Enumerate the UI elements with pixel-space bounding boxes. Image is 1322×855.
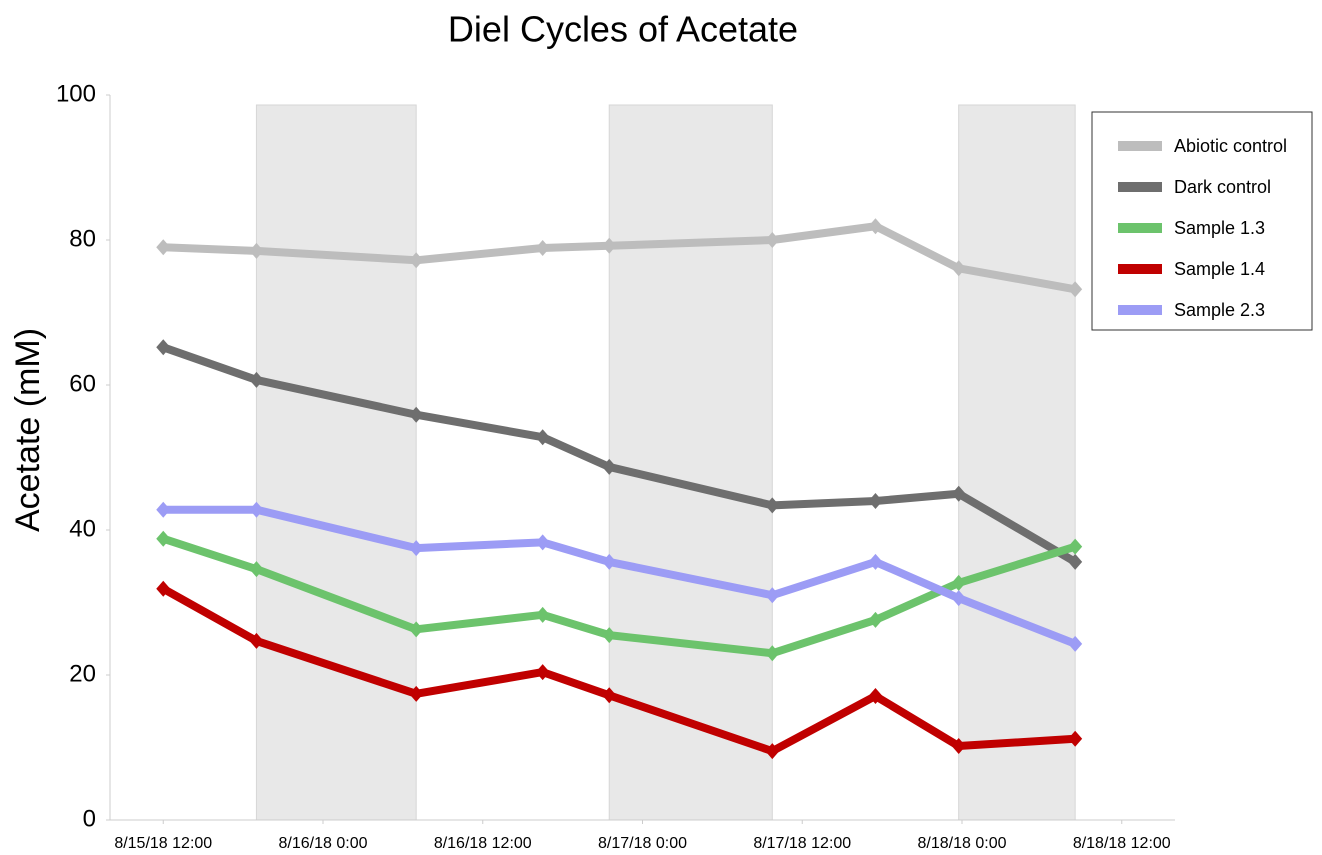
data-point — [868, 493, 883, 509]
data-point — [535, 606, 550, 623]
data-point — [409, 685, 424, 702]
data-point — [1068, 635, 1083, 652]
data-point — [868, 688, 883, 705]
data-point — [409, 540, 424, 557]
data-point — [1068, 553, 1083, 570]
x-tick-label: 8/16/18 12:00 — [434, 835, 532, 852]
data-point — [409, 406, 424, 423]
data-point — [156, 339, 171, 356]
data-point — [1068, 730, 1083, 747]
data-point — [765, 587, 780, 604]
data-point — [156, 530, 171, 547]
y-tick-label: 100 — [56, 80, 96, 107]
data-point — [765, 232, 780, 248]
data-point — [602, 627, 617, 644]
y-tick-label: 80 — [69, 225, 96, 252]
legend-label: Dark control — [1174, 177, 1271, 197]
x-tick-label: 8/18/18 0:00 — [918, 835, 1007, 852]
data-point — [409, 252, 424, 269]
x-tick-label: 8/18/18 12:00 — [1073, 835, 1171, 852]
legend: Abiotic control Dark control Sample 1.3 Sam… — [1091, 111, 1313, 331]
data-point — [951, 738, 966, 755]
data-point — [868, 611, 883, 628]
data-point — [602, 237, 617, 254]
night-band — [608, 104, 773, 821]
y-tick-label: 40 — [69, 515, 96, 542]
y-tick-label: 20 — [69, 660, 96, 687]
data-point — [156, 239, 171, 256]
x-tick-label: 8/17/18 12:00 — [753, 835, 851, 852]
data-point — [951, 590, 966, 607]
data-point — [535, 664, 550, 681]
x-tick-label: 8/17/18 0:00 — [598, 835, 687, 852]
data-point — [602, 687, 617, 704]
data-point — [951, 574, 966, 591]
data-point — [765, 497, 780, 514]
legend-label: Sample 2.3 — [1174, 300, 1265, 320]
data-point — [602, 458, 617, 475]
data-point — [249, 501, 264, 518]
data-point — [249, 561, 264, 578]
y-tick-label: 60 — [69, 370, 96, 397]
data-point — [868, 218, 883, 235]
data-point — [602, 553, 617, 570]
data-point — [156, 580, 171, 597]
data-point — [156, 501, 171, 518]
data-point — [249, 632, 264, 649]
data-point — [1068, 538, 1083, 555]
data-point — [535, 239, 550, 256]
data-point — [868, 553, 883, 570]
data-point — [951, 485, 966, 502]
legend-label: Sample 1.3 — [1174, 218, 1265, 238]
data-point — [535, 429, 550, 446]
data-point — [409, 621, 424, 638]
data-point — [535, 534, 550, 551]
x-tick-label: 8/16/18 0:00 — [279, 835, 368, 852]
legend-label: Abiotic control — [1174, 136, 1287, 156]
legend-label: Sample 1.4 — [1174, 259, 1265, 279]
y-tick-label: 0 — [83, 805, 96, 832]
data-point — [765, 743, 780, 760]
chart-title: Diel Cycles of Acetate — [448, 9, 798, 50]
data-point — [249, 371, 264, 388]
y-axis-label: Acetate (mM) — [9, 328, 47, 532]
data-point — [249, 242, 264, 259]
night-band — [958, 104, 1076, 821]
data-point — [951, 260, 966, 277]
x-tick-label: 8/15/18 12:00 — [114, 835, 212, 852]
data-point — [1068, 281, 1083, 298]
night-band — [255, 104, 417, 821]
data-point — [765, 645, 780, 662]
